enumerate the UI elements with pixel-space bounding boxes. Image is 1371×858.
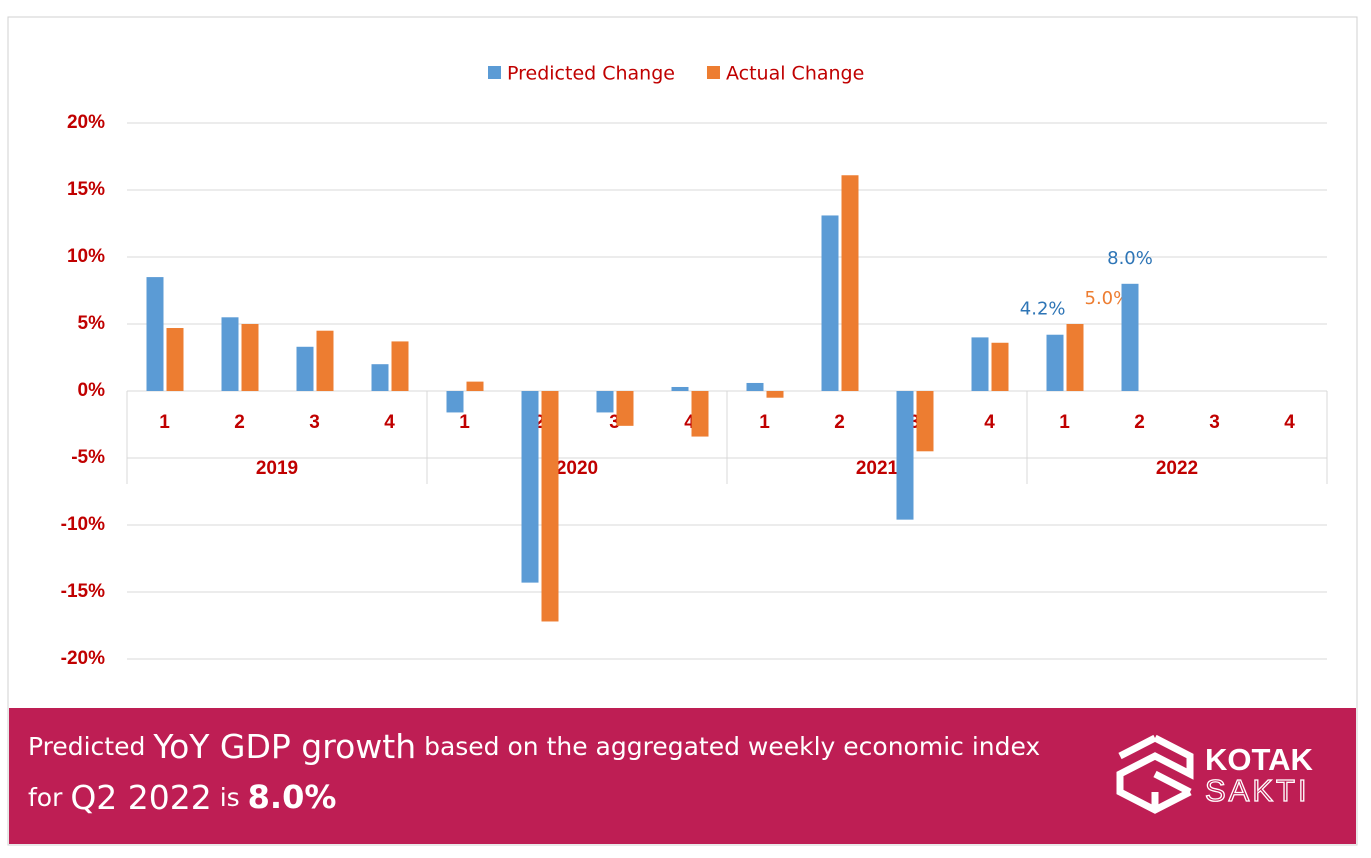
y-tick-label: -5%	[71, 447, 105, 468]
value-label: 8.0%	[1107, 248, 1153, 269]
x-tick-label: 4	[384, 412, 395, 433]
group-label: 2019	[256, 458, 298, 479]
footer-band	[9, 708, 1356, 844]
logo-mark	[1116, 734, 1194, 814]
value-label: 4.2%	[1020, 299, 1066, 320]
bar	[1046, 334, 1064, 391]
x-tick-label: 2	[234, 412, 245, 433]
bar	[241, 324, 259, 391]
y-tick-label: 10%	[67, 246, 105, 267]
legend-label: Actual Change	[726, 63, 864, 85]
footer-text: based on the aggregated weekly economic …	[416, 732, 1040, 761]
bar	[896, 391, 914, 520]
x-tick-label: 3	[609, 412, 620, 433]
bar	[616, 391, 634, 426]
x-tick-label: 2	[534, 412, 545, 433]
y-tick-label: 15%	[67, 179, 105, 200]
bar	[146, 277, 164, 391]
group-label: 2020	[556, 458, 598, 479]
value-label: 5.0%	[1085, 288, 1131, 309]
group-label: 2022	[1156, 458, 1198, 479]
logo-mark	[1118, 734, 1192, 810]
footer-text: for	[28, 783, 70, 812]
bar	[371, 364, 389, 391]
bar	[1121, 283, 1139, 391]
bar	[221, 317, 239, 391]
legend-label: Predicted Change	[507, 63, 675, 85]
x-tick-label: 1	[159, 412, 170, 433]
x-tick-label: 3	[309, 412, 320, 433]
footer-highlight: YoY GDP growth	[152, 727, 416, 766]
frame	[7, 16, 1358, 846]
x-tick-label: 3	[1209, 412, 1220, 433]
x-tick-label: 4	[984, 412, 995, 433]
bar	[541, 391, 559, 622]
y-tick-label: -15%	[61, 581, 105, 602]
bar	[521, 391, 539, 583]
bar	[316, 330, 334, 391]
x-tick-label: 3	[909, 412, 920, 433]
footer-text: is	[212, 783, 248, 812]
bar	[391, 341, 409, 391]
footer-text: Predicted	[28, 732, 153, 761]
bar	[991, 342, 1009, 391]
y-tick-label: 0%	[78, 380, 106, 401]
logo	[1116, 734, 1194, 814]
bar	[821, 215, 839, 391]
x-tick-label: 4	[1284, 412, 1295, 433]
bar	[971, 337, 989, 391]
x-tick-label: 1	[759, 412, 770, 433]
legend-swatch	[488, 66, 501, 79]
bar	[466, 381, 484, 391]
bar	[1066, 324, 1084, 391]
bar	[671, 386, 689, 391]
legend-swatch	[706, 66, 720, 79]
x-tick-label: 1	[459, 412, 470, 433]
bar	[166, 328, 184, 391]
footer-line-2: for Q2 2022 is 8.0%	[28, 778, 336, 817]
logo-text: SAKTI	[1205, 773, 1310, 808]
bar	[841, 175, 859, 391]
footer-value: 8.0%	[248, 778, 337, 816]
bar	[746, 382, 764, 391]
x-tick-label: 2	[834, 412, 845, 433]
footer-line-1: Predicted YoY GDP growth based on the ag…	[28, 727, 1040, 766]
y-tick-label: 20%	[67, 112, 105, 133]
group-label: 2021	[856, 458, 899, 479]
bar	[596, 391, 614, 413]
x-tick-label: 4	[684, 412, 695, 433]
logo-text: KOTAK	[1205, 742, 1314, 777]
bar	[916, 391, 934, 452]
bar	[446, 391, 464, 413]
y-tick-label: -20%	[61, 648, 105, 669]
y-tick-label: -10%	[61, 514, 105, 535]
bar	[691, 391, 709, 437]
x-tick-label: 1	[1059, 412, 1070, 433]
bar	[296, 346, 314, 391]
x-tick-label: 2	[1134, 412, 1145, 433]
footer-highlight: Q2 2022	[70, 778, 211, 817]
bar	[766, 391, 784, 398]
y-tick-label: 5%	[78, 313, 106, 334]
